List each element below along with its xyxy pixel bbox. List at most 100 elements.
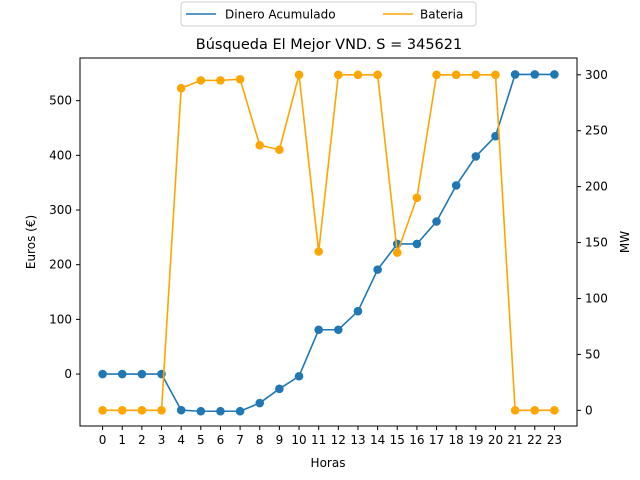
x-tick-label: 13 bbox=[350, 433, 365, 447]
data-point bbox=[117, 369, 127, 379]
x-tick-label: 15 bbox=[390, 433, 405, 447]
y-right-tick-label: 50 bbox=[585, 347, 600, 361]
x-tick-label: 19 bbox=[468, 433, 483, 447]
data-point bbox=[432, 217, 441, 226]
x-tick-label: 6 bbox=[217, 433, 225, 447]
data-point bbox=[98, 406, 107, 415]
data-point bbox=[510, 406, 520, 415]
data-point bbox=[255, 398, 265, 408]
y-right-tick-label: 100 bbox=[585, 291, 608, 305]
legend-label-dinero: Dinero Acumulado bbox=[225, 8, 336, 22]
chart-title: Búsqueda El Mejor VND. S = 345621 bbox=[196, 37, 462, 53]
series-line bbox=[102, 73, 555, 413]
x-tick-label: 20 bbox=[488, 433, 503, 447]
x-axis-label: Horas bbox=[311, 456, 346, 470]
y-axis-right-label: MW bbox=[618, 231, 632, 253]
data-point bbox=[334, 70, 343, 80]
x-tick-label: 10 bbox=[291, 433, 306, 447]
data-point bbox=[235, 406, 245, 416]
series-line bbox=[102, 73, 555, 412]
x-tick-label: 12 bbox=[331, 433, 346, 447]
y-left-tick-label: 500 bbox=[49, 94, 72, 108]
y-left-tick-label: 0 bbox=[64, 367, 72, 381]
x-tick-label: 3 bbox=[158, 433, 166, 447]
data-point bbox=[491, 131, 500, 141]
data-point bbox=[412, 239, 422, 249]
data-point bbox=[353, 306, 363, 316]
y-axis-left: 0 100 200 300 400 500 bbox=[49, 94, 80, 381]
data-point bbox=[314, 325, 323, 335]
data-point bbox=[117, 406, 127, 415]
data-point bbox=[451, 70, 461, 80]
data-point bbox=[235, 74, 245, 84]
data-point bbox=[530, 406, 540, 415]
x-tick-label: 22 bbox=[527, 433, 542, 447]
data-point bbox=[196, 406, 206, 416]
data-point bbox=[550, 70, 559, 79]
y-right-tick-label: 250 bbox=[585, 124, 608, 138]
y-axis-left-label: Euros (€) bbox=[24, 215, 38, 269]
x-tick-label: 1 bbox=[118, 433, 126, 447]
x-tick-label: 4 bbox=[177, 433, 185, 447]
data-point bbox=[373, 265, 382, 274]
data-point bbox=[196, 76, 206, 85]
y-left-tick-label: 400 bbox=[49, 148, 72, 162]
data-point bbox=[451, 181, 461, 190]
x-tick-label: 2 bbox=[138, 433, 146, 447]
legend-frame bbox=[180, 1, 477, 27]
plot-frame bbox=[79, 57, 578, 427]
legend: Dinero Acumulado Bateria bbox=[180, 1, 477, 27]
data-point bbox=[275, 384, 284, 394]
y-right-tick-label: 300 bbox=[585, 68, 608, 82]
data-point bbox=[412, 193, 422, 203]
data-point bbox=[373, 70, 382, 80]
y-axis-right: 0 50 100 150 200 250 300 bbox=[577, 68, 608, 417]
x-tick-label: 0 bbox=[99, 433, 107, 447]
data-point bbox=[255, 140, 265, 150]
data-point bbox=[98, 369, 107, 379]
data-point bbox=[157, 406, 166, 415]
y-left-tick-label: 200 bbox=[49, 258, 72, 272]
plot-area bbox=[79, 57, 578, 427]
data-point bbox=[216, 406, 225, 416]
y-left-tick-label: 100 bbox=[49, 312, 72, 326]
data-point bbox=[491, 70, 500, 80]
data-point bbox=[471, 70, 481, 80]
x-tick-label: 8 bbox=[256, 433, 264, 447]
data-point bbox=[314, 247, 323, 256]
data-point bbox=[176, 405, 186, 415]
x-tick-label: 11 bbox=[311, 433, 326, 447]
data-point bbox=[432, 70, 441, 80]
data-point bbox=[353, 70, 363, 80]
x-tick-label: 23 bbox=[547, 433, 562, 447]
data-point bbox=[392, 248, 402, 257]
data-point bbox=[530, 70, 540, 79]
x-tick-label: 9 bbox=[276, 433, 284, 447]
data-point bbox=[550, 406, 559, 415]
y-right-tick-label: 150 bbox=[585, 236, 608, 250]
x-tick-label: 17 bbox=[429, 433, 444, 447]
data-point bbox=[334, 325, 343, 335]
data-point bbox=[294, 70, 304, 80]
data-point bbox=[216, 76, 225, 85]
data-point bbox=[510, 70, 520, 79]
x-tick-label: 7 bbox=[236, 433, 244, 447]
x-axis: 0 1 2 3 4 5 6 7 8 9 10 11 12 13 14 15 16 17 18 19 20 21 22 23 bbox=[99, 426, 562, 447]
series-dinero-acumulado bbox=[98, 70, 559, 416]
y-left-tick-label: 300 bbox=[49, 203, 72, 217]
x-tick-label: 16 bbox=[409, 433, 424, 447]
data-point bbox=[137, 369, 147, 379]
legend-label-bateria: Bateria bbox=[420, 8, 463, 22]
data-point bbox=[294, 371, 304, 381]
x-tick-label: 14 bbox=[370, 433, 385, 447]
y-right-tick-label: 0 bbox=[585, 403, 593, 417]
series-bateria bbox=[98, 70, 559, 415]
y-right-tick-label: 200 bbox=[585, 180, 608, 194]
x-tick-label: 18 bbox=[449, 433, 464, 447]
series-layer bbox=[98, 70, 559, 416]
data-point bbox=[137, 406, 147, 415]
data-point bbox=[176, 83, 186, 93]
data-point bbox=[471, 152, 481, 161]
x-tick-label: 21 bbox=[507, 433, 522, 447]
